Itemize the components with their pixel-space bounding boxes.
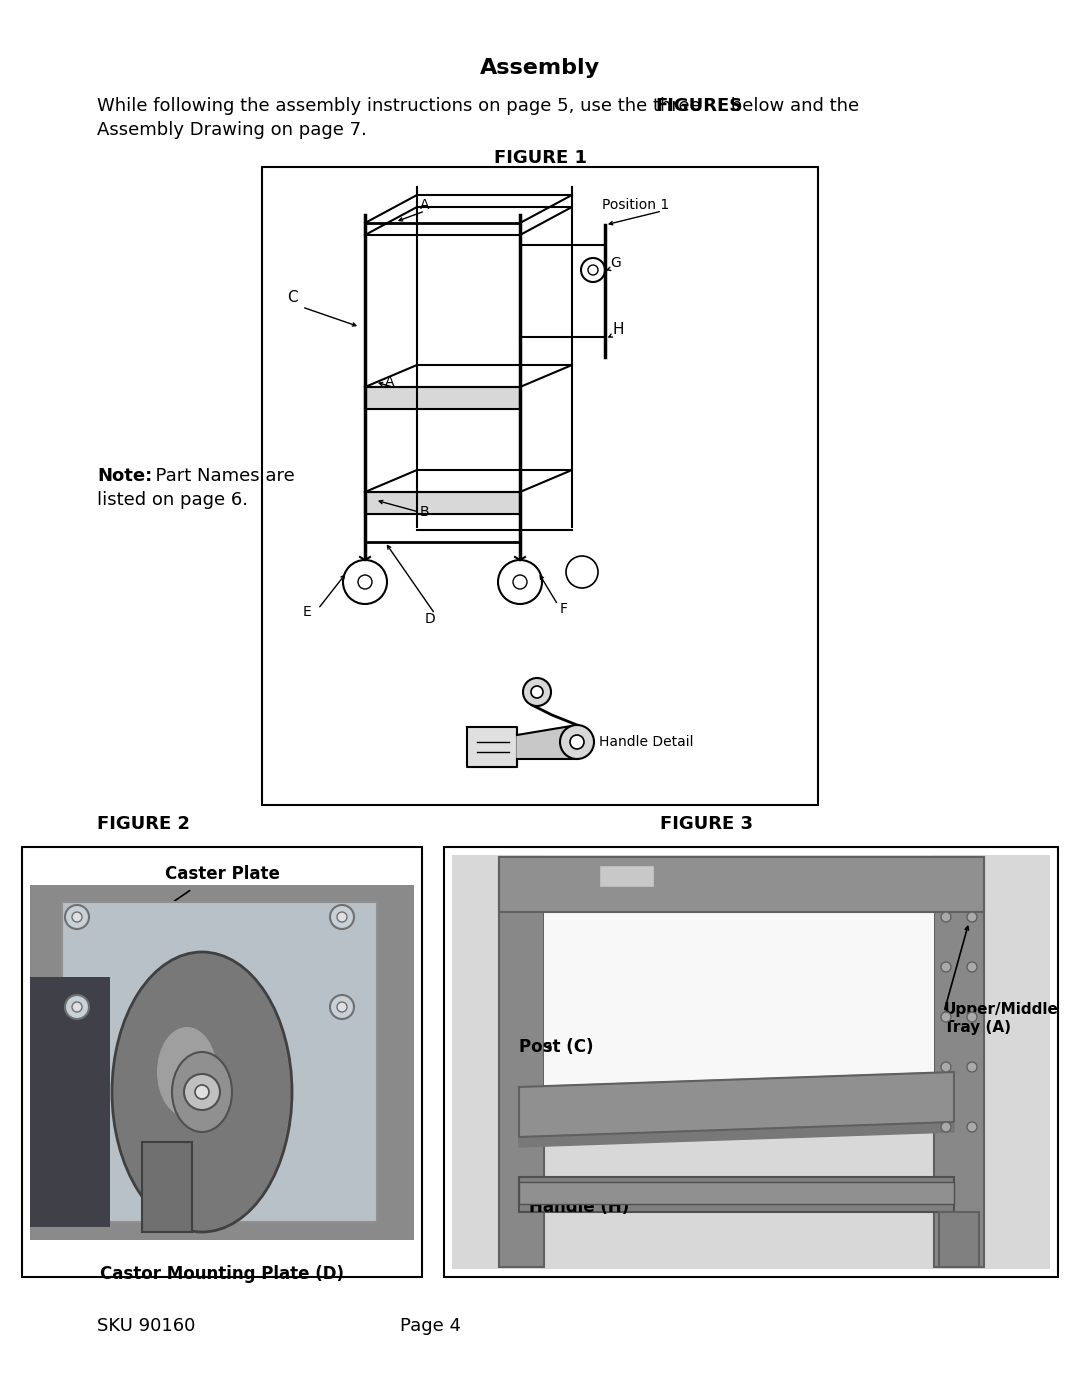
Bar <box>544 912 934 1087</box>
Polygon shape <box>365 207 572 235</box>
Circle shape <box>588 265 598 275</box>
Circle shape <box>72 1002 82 1011</box>
Text: Note:: Note: <box>97 467 152 485</box>
Circle shape <box>65 905 89 929</box>
Text: A: A <box>384 374 394 388</box>
Polygon shape <box>365 365 572 387</box>
Text: D: D <box>424 612 435 626</box>
Text: SKU 90160: SKU 90160 <box>97 1317 195 1336</box>
Bar <box>30 886 414 1241</box>
Text: Part Names are: Part Names are <box>144 467 295 485</box>
Bar <box>519 1178 954 1213</box>
Circle shape <box>561 725 594 759</box>
Bar <box>453 855 1050 1268</box>
Circle shape <box>531 686 543 698</box>
Bar <box>262 168 818 805</box>
Circle shape <box>330 995 354 1018</box>
Text: Upper/Middle: Upper/Middle <box>944 1002 1058 1017</box>
Circle shape <box>330 905 354 929</box>
Text: FIGURE 3: FIGURE 3 <box>660 814 753 833</box>
Text: listed on page 6.: listed on page 6. <box>97 490 248 509</box>
Text: Assembly Drawing on page 7.: Assembly Drawing on page 7. <box>97 122 367 138</box>
Circle shape <box>941 912 951 922</box>
Circle shape <box>498 560 542 604</box>
Ellipse shape <box>112 951 292 1232</box>
Circle shape <box>65 995 89 1018</box>
Polygon shape <box>519 1071 954 1137</box>
Circle shape <box>967 1062 977 1071</box>
Bar <box>939 1213 978 1267</box>
Text: G: G <box>610 256 621 270</box>
Circle shape <box>184 1074 220 1111</box>
Circle shape <box>513 576 527 590</box>
Text: Caster Plate: Caster Plate <box>164 865 280 883</box>
Text: Page 4: Page 4 <box>400 1317 461 1336</box>
Text: While following the assembly instructions on page 5, use the three: While following the assembly instruction… <box>97 96 706 115</box>
Ellipse shape <box>157 1027 217 1118</box>
Circle shape <box>523 678 551 705</box>
Text: FIGURES: FIGURES <box>654 96 742 115</box>
Text: C: C <box>286 289 297 305</box>
Circle shape <box>337 1002 347 1011</box>
Circle shape <box>967 1011 977 1023</box>
Circle shape <box>967 1122 977 1132</box>
Bar <box>499 856 984 912</box>
Polygon shape <box>365 387 519 409</box>
Text: Post (C): Post (C) <box>519 1038 594 1056</box>
Circle shape <box>195 1085 210 1099</box>
Bar <box>499 856 544 1267</box>
Text: Tray (A): Tray (A) <box>944 1020 1011 1035</box>
Circle shape <box>967 963 977 972</box>
Text: Assembly: Assembly <box>480 59 600 78</box>
Circle shape <box>941 1011 951 1023</box>
Bar <box>599 865 654 887</box>
Circle shape <box>581 258 605 282</box>
Polygon shape <box>517 725 577 759</box>
Text: H: H <box>613 321 624 337</box>
Bar <box>444 847 1058 1277</box>
Ellipse shape <box>172 1052 232 1132</box>
Circle shape <box>941 1062 951 1071</box>
Text: E: E <box>302 605 311 619</box>
Text: Handle (H): Handle (H) <box>529 1199 630 1215</box>
Polygon shape <box>365 492 519 514</box>
Circle shape <box>72 912 82 922</box>
Text: Handle Detail: Handle Detail <box>599 735 693 749</box>
Text: FIGURE 2: FIGURE 2 <box>97 814 190 833</box>
Text: F: F <box>561 602 568 616</box>
Polygon shape <box>467 726 517 767</box>
Text: Position 1: Position 1 <box>602 198 670 212</box>
Polygon shape <box>365 469 572 492</box>
Bar <box>141 1141 192 1232</box>
Circle shape <box>941 963 951 972</box>
Text: below and the: below and the <box>725 96 859 115</box>
Text: Castor Mounting Plate (D): Castor Mounting Plate (D) <box>100 1266 345 1282</box>
Circle shape <box>570 735 584 749</box>
Text: B: B <box>420 504 430 520</box>
Circle shape <box>343 560 387 604</box>
Circle shape <box>357 576 372 590</box>
Text: A: A <box>420 198 430 212</box>
Bar <box>30 977 110 1227</box>
Bar <box>519 1182 954 1204</box>
Circle shape <box>566 556 598 588</box>
Bar <box>934 856 984 1267</box>
Text: FIGURE 1: FIGURE 1 <box>494 149 586 168</box>
Circle shape <box>337 912 347 922</box>
Circle shape <box>941 1122 951 1132</box>
Bar <box>62 902 377 1222</box>
Bar <box>22 847 422 1277</box>
Circle shape <box>967 912 977 922</box>
Polygon shape <box>519 1122 954 1147</box>
